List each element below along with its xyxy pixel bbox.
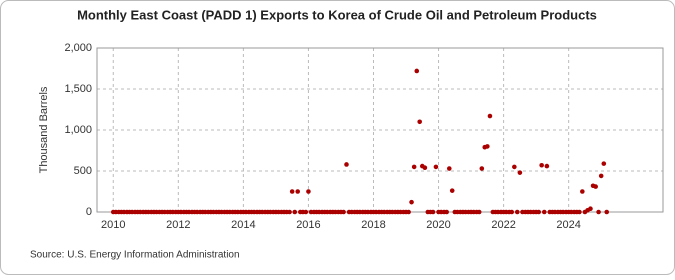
y-tick-label: 1,500 xyxy=(64,83,92,95)
data-point xyxy=(512,164,517,170)
data-point xyxy=(433,164,439,170)
source-note: Source: U.S. Energy Information Administ… xyxy=(30,250,240,261)
y-tick-label: 1,000 xyxy=(64,124,92,136)
data-point xyxy=(536,209,542,215)
data-point xyxy=(485,144,490,149)
y-tick-label: 0 xyxy=(86,206,92,218)
data-point xyxy=(596,209,601,215)
data-point xyxy=(444,209,449,215)
data-point xyxy=(577,209,582,215)
x-tick-label: 2020 xyxy=(426,219,450,231)
data-point xyxy=(598,173,604,179)
data-point xyxy=(417,119,422,125)
x-tick-label: 2018 xyxy=(361,219,385,231)
data-point xyxy=(289,189,295,194)
data-point xyxy=(287,209,292,215)
data-point xyxy=(517,170,523,175)
x-tick-label: 2016 xyxy=(296,219,320,231)
data-point xyxy=(341,209,346,215)
data-point xyxy=(449,188,455,193)
y-axis-label: Thousand Barrels xyxy=(38,86,50,173)
data-point xyxy=(344,162,349,167)
data-point xyxy=(514,209,520,215)
data-point xyxy=(306,189,311,194)
data-point xyxy=(414,68,420,74)
chart-title: Monthly East Coast (PADD 1) Exports to K… xyxy=(77,7,597,22)
data-point xyxy=(539,162,544,168)
x-tick-label: 2012 xyxy=(166,219,190,231)
data-point xyxy=(476,209,482,215)
x-tick-label: 2022 xyxy=(491,219,515,231)
x-tick-label: 2010 xyxy=(101,219,125,231)
data-point xyxy=(295,189,301,194)
data-point xyxy=(604,209,610,215)
data-point xyxy=(303,209,309,215)
data-point xyxy=(411,164,417,170)
data-point xyxy=(422,165,428,171)
data-point xyxy=(509,209,515,215)
y-tick-label: 500 xyxy=(74,165,92,177)
data-point xyxy=(544,163,550,169)
x-tick-label: 2014 xyxy=(231,219,255,231)
data-point xyxy=(430,209,436,215)
data-point xyxy=(446,166,452,171)
data-point xyxy=(409,199,414,205)
x-tick-label: 2024 xyxy=(556,219,580,231)
data-point xyxy=(479,166,485,171)
data-point xyxy=(601,161,607,166)
data-point xyxy=(541,209,547,215)
data-point xyxy=(292,209,298,215)
data-point xyxy=(593,184,598,189)
data-point xyxy=(406,209,411,215)
y-tick-label: 2,000 xyxy=(64,42,92,54)
data-point xyxy=(487,113,493,119)
data-point xyxy=(588,206,593,212)
data-point xyxy=(580,189,585,194)
